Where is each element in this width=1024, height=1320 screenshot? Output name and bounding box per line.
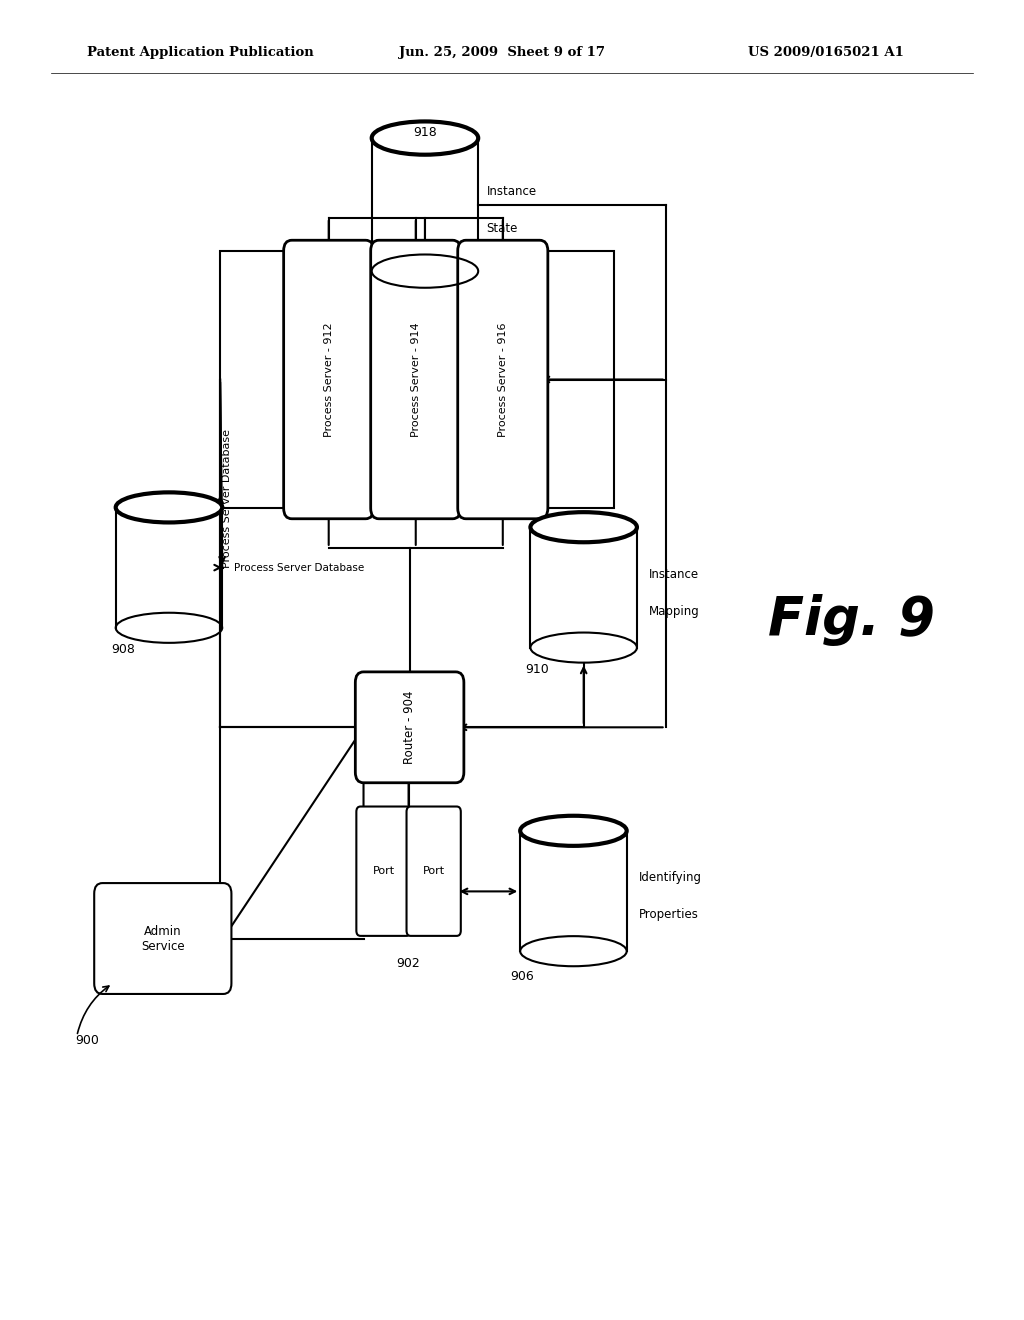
Text: 918: 918 <box>413 125 437 139</box>
Ellipse shape <box>530 512 637 543</box>
FancyBboxPatch shape <box>284 240 374 519</box>
Text: Process Server - 916: Process Server - 916 <box>498 322 508 437</box>
Text: Process Server Database: Process Server Database <box>234 562 365 573</box>
Text: 902: 902 <box>396 957 421 970</box>
Text: Instance: Instance <box>486 185 537 198</box>
Text: Port: Port <box>423 866 444 876</box>
Ellipse shape <box>520 816 627 846</box>
Bar <box>220 251 614 508</box>
Text: Fig. 9: Fig. 9 <box>768 594 935 647</box>
Text: Instance: Instance <box>649 568 699 581</box>
Text: Port: Port <box>373 866 394 876</box>
Text: Process Server - 912: Process Server - 912 <box>324 322 334 437</box>
Text: Router - 904: Router - 904 <box>403 690 416 764</box>
Text: US 2009/0165021 A1: US 2009/0165021 A1 <box>748 46 903 59</box>
Text: 906: 906 <box>510 970 535 983</box>
Text: 910: 910 <box>525 663 550 676</box>
Ellipse shape <box>116 492 222 523</box>
FancyBboxPatch shape <box>407 807 461 936</box>
Ellipse shape <box>372 121 478 154</box>
Text: Patent Application Publication: Patent Application Publication <box>87 46 313 59</box>
Text: Process Server Database: Process Server Database <box>222 429 232 568</box>
Text: 900: 900 <box>75 1034 99 1047</box>
Text: Identifying: Identifying <box>639 871 702 884</box>
FancyBboxPatch shape <box>356 807 411 936</box>
FancyBboxPatch shape <box>355 672 464 783</box>
Text: Jun. 25, 2009  Sheet 9 of 17: Jun. 25, 2009 Sheet 9 of 17 <box>399 46 605 59</box>
Text: State: State <box>486 222 518 235</box>
FancyBboxPatch shape <box>94 883 231 994</box>
Text: Properties: Properties <box>639 908 698 921</box>
Text: Mapping: Mapping <box>649 605 700 618</box>
Text: 908: 908 <box>111 643 135 656</box>
Text: Admin
Service: Admin Service <box>141 924 184 953</box>
FancyBboxPatch shape <box>371 240 461 519</box>
Text: Process Server - 914: Process Server - 914 <box>411 322 421 437</box>
FancyBboxPatch shape <box>458 240 548 519</box>
